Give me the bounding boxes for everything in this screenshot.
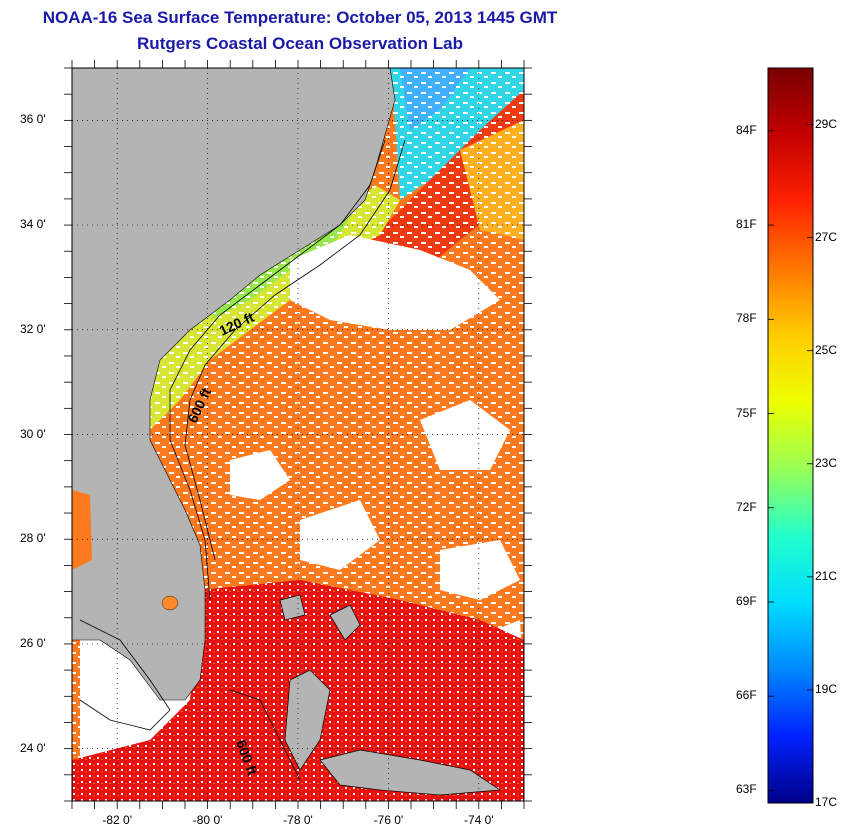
colorbar-label-f: 81F	[736, 217, 757, 232]
lat-label: 34 0'	[20, 217, 46, 232]
map-subtitle: Rutgers Coastal Ocean Observation Lab	[137, 34, 463, 53]
lat-label: 30 0'	[20, 426, 46, 441]
lon-label: -80 0'	[192, 813, 223, 827]
colorbar-label-c: 27C	[815, 229, 838, 244]
colorbar-label-f: 75F	[736, 405, 757, 420]
lat-label: 26 0'	[20, 635, 46, 650]
colorbar-label-c: 23C	[815, 455, 838, 470]
colorbar-label-f: 84F	[736, 122, 757, 137]
colorbar-label-f: 78F	[736, 311, 757, 326]
colorbar-label-c: 25C	[815, 342, 838, 357]
colorbar	[767, 67, 814, 804]
colorbar-label-c: 21C	[815, 568, 838, 583]
colorbar-label-c: 17C	[815, 795, 838, 809]
depth-contours	[79, 139, 406, 781]
lat-label: 32 0'	[20, 321, 46, 336]
colorbar-ticks	[768, 124, 813, 804]
lat-label: 28 0'	[20, 531, 46, 546]
colorbar-label-c: 19C	[815, 681, 838, 696]
lon-label: -74 0'	[463, 813, 494, 827]
lon-label: -82 0'	[102, 813, 133, 827]
lat-label: 36 0'	[20, 112, 46, 127]
colorbar-label-f: 63F	[736, 782, 757, 797]
gulf-coast-warm-water	[72, 490, 92, 570]
map-title: NOAA-16 Sea Surface Temperature: October…	[42, 8, 558, 27]
lon-label: -76 0'	[373, 813, 404, 827]
lon-label: -78 0'	[283, 813, 313, 827]
colorbar-label-c: 29C	[815, 116, 838, 131]
colorbar-label-f: 69F	[736, 593, 757, 608]
lat-label: 24 0'	[20, 740, 46, 755]
lat-lon-grid	[64, 60, 532, 809]
map-frame	[71, 67, 525, 802]
colorbar-label-f: 66F	[736, 688, 757, 703]
lake-okeechobee	[161, 595, 179, 611]
colorbar-label-f: 72F	[736, 499, 757, 514]
islands	[279, 594, 502, 796]
